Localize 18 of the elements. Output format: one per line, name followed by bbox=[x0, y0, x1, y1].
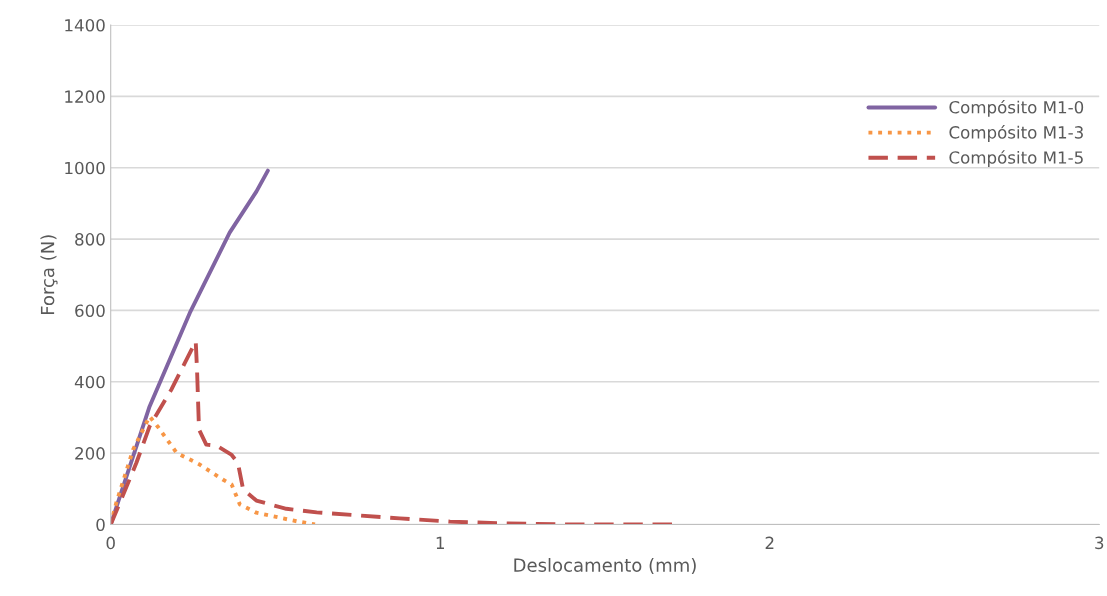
line-series bbox=[110, 414, 317, 525]
x-axis-title: Deslocamento (mm) bbox=[514, 557, 696, 575]
y-tick-label: 200 bbox=[75, 447, 105, 460]
legend-label: Compósito M1-5 bbox=[949, 150, 1083, 168]
y-axis-title: Força (N) bbox=[40, 235, 58, 315]
y-tick-label: 1200 bbox=[65, 90, 105, 103]
y-tick-label: 400 bbox=[74, 375, 105, 389]
x-tick-label: 1 bbox=[436, 536, 444, 549]
y-tick-label: 800 bbox=[75, 233, 105, 246]
x-tick-label: 3 bbox=[1095, 536, 1104, 550]
x-tick-label: 0 bbox=[106, 536, 115, 550]
legend-label: Compósito M1-0 bbox=[949, 99, 1084, 117]
y-tick-label: 1400 bbox=[65, 18, 105, 32]
y-tick-label: 0 bbox=[96, 518, 105, 532]
y-tick-label: 1000 bbox=[65, 161, 105, 175]
legend-label: Compósito M1-3 bbox=[949, 125, 1083, 142]
y-tick-label: 600 bbox=[75, 304, 105, 317]
x-tick-label: 2 bbox=[765, 536, 774, 549]
